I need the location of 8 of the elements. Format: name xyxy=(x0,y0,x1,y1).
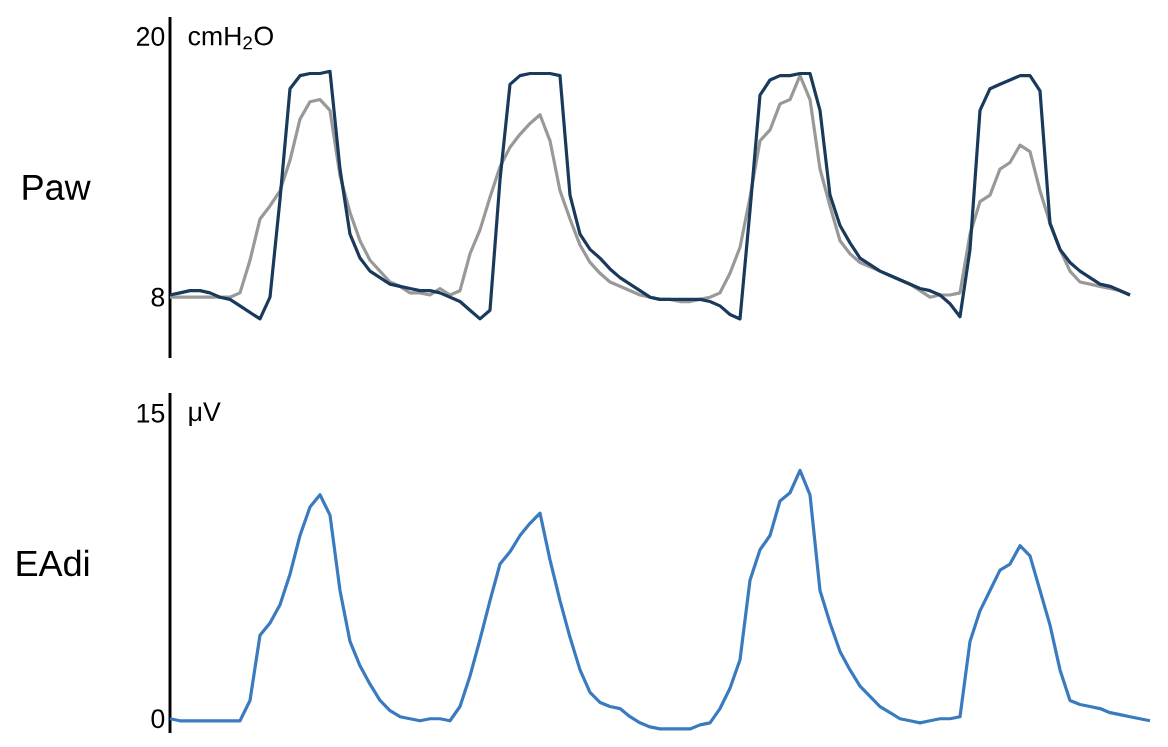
y-axis-title: Paw xyxy=(23,174,91,201)
annotation: cmH$_{2}$O xyxy=(188,26,273,50)
annotation: μV xyxy=(189,402,221,427)
y-axis-title: EAdi xyxy=(17,549,89,577)
y-tick-label: 15 xyxy=(137,404,165,423)
y-tick-label: 20 xyxy=(136,27,165,46)
y-tick-label: 0 xyxy=(151,709,165,729)
y-tick-label: 8 xyxy=(151,287,165,307)
